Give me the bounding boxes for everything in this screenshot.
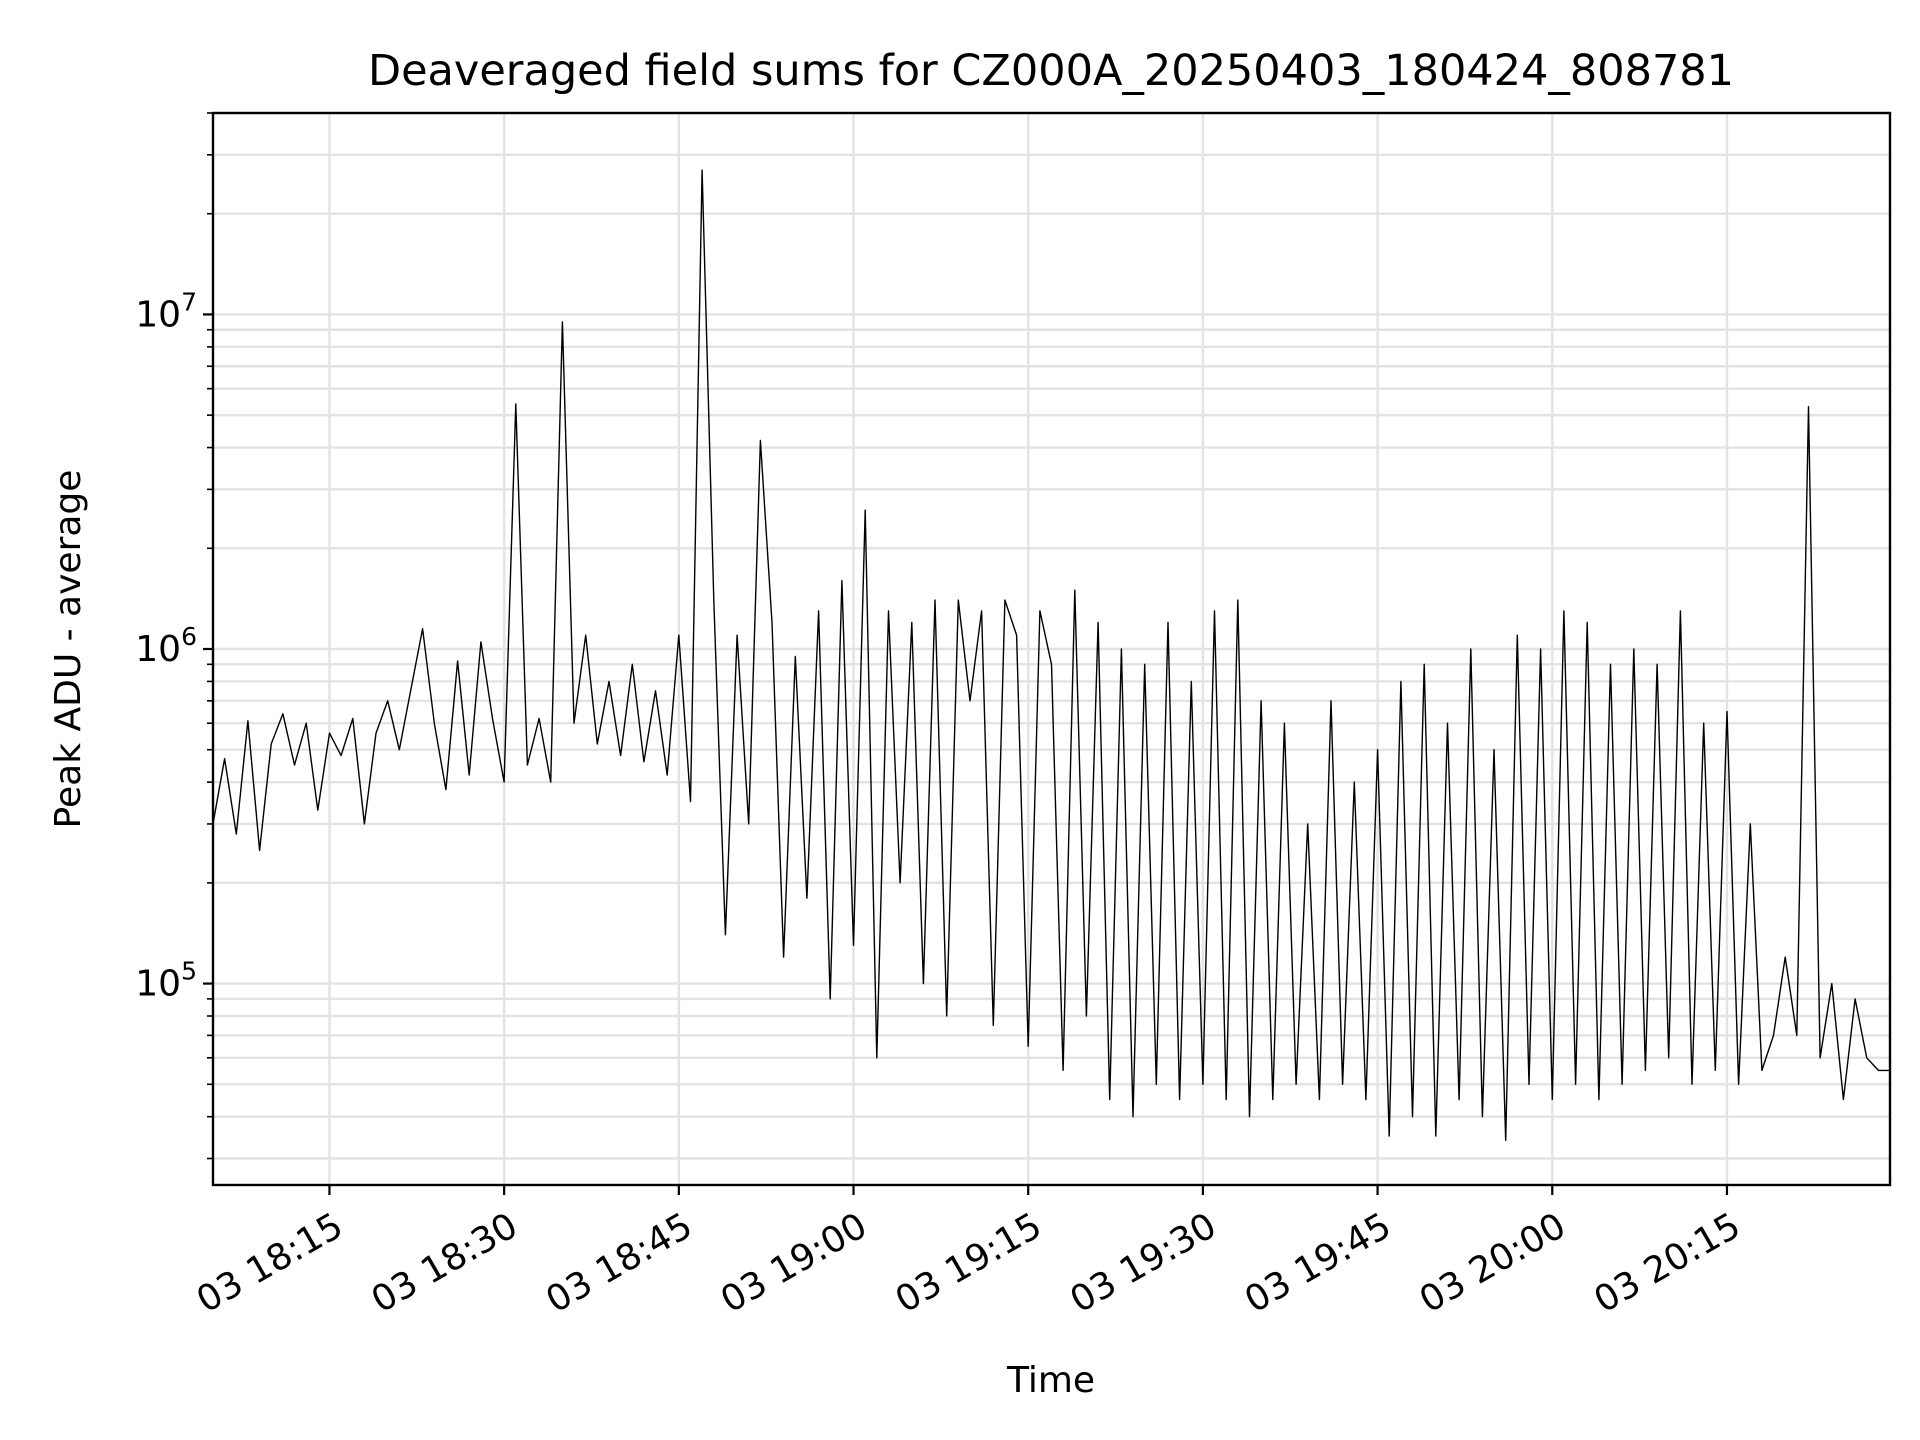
y-tick-label: 107 [135,287,197,335]
x-tick-label: 03 18:30 [365,1205,525,1321]
y-tick-exponent: 7 [181,287,197,316]
x-axis-label: Time [1006,1360,1095,1401]
x-tick-label: 03 20:00 [1413,1205,1573,1321]
x-tick-label: 03 18:45 [539,1205,699,1321]
x-tick-label: 03 20:15 [1588,1205,1748,1321]
y-tick-label: 106 [135,622,197,670]
chart-title: Deaveraged field sums for CZ000A_2025040… [368,46,1734,96]
y-tick-label: 105 [135,957,197,1005]
x-tick-label: 03 19:00 [714,1205,874,1321]
x-tick-label: 03 19:45 [1238,1205,1398,1321]
x-tick-label: 03 18:15 [190,1205,350,1321]
y-tick-exponent: 5 [181,957,197,986]
series-layer [212,169,1890,1141]
y-axis-label: Peak ADU - average [48,470,89,829]
y-tick-base: 10 [135,294,181,335]
y-tick-base: 10 [135,629,181,670]
y-tick-base: 10 [135,964,181,1005]
y-tick-exponent: 6 [181,622,197,651]
grid [213,111,1890,1185]
series-line [212,169,1890,1141]
x-tick-label: 03 19:30 [1063,1205,1223,1321]
x-tick-label: 03 19:15 [889,1205,1049,1321]
